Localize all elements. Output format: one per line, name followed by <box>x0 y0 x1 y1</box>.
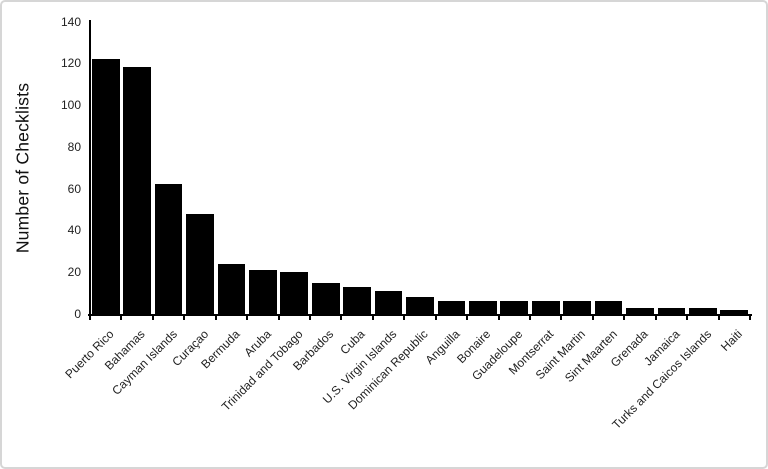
bar <box>91 59 120 314</box>
x-tick <box>403 315 406 320</box>
x-tick <box>371 315 374 320</box>
x-tick <box>529 315 531 320</box>
bar <box>374 291 403 314</box>
bar <box>594 301 623 314</box>
bar <box>343 286 371 314</box>
bar <box>154 184 183 314</box>
x-axis-label: Puerto Rico <box>62 327 117 382</box>
bar <box>217 263 246 314</box>
x-tick <box>560 315 563 320</box>
x-tick <box>749 315 751 320</box>
x-tick <box>654 315 657 320</box>
x-tick <box>434 315 437 320</box>
x-tick <box>591 315 594 320</box>
x-tick <box>246 315 249 320</box>
x-axis-line <box>88 314 752 316</box>
x-axis-label: Haiti <box>718 327 746 354</box>
bar <box>720 309 749 314</box>
x-tick <box>717 315 720 320</box>
bar <box>500 301 529 314</box>
bar <box>437 301 466 314</box>
x-tick <box>183 315 186 320</box>
x-tick <box>151 315 154 320</box>
x-tick <box>686 315 689 320</box>
y-tick-label: 140 <box>60 14 81 29</box>
y-tick-label: 0 <box>74 307 81 321</box>
bar <box>563 301 591 314</box>
y-tick-label: 120 <box>60 56 81 71</box>
y-tick-label: 20 <box>67 265 81 280</box>
y-tick-label: 60 <box>67 181 81 196</box>
x-tick <box>340 315 343 320</box>
y-tick-label: 40 <box>67 223 81 238</box>
y-tick-label: 100 <box>60 98 81 113</box>
x-tick <box>120 315 123 320</box>
bar <box>469 301 497 314</box>
bar <box>531 301 560 314</box>
x-tick <box>277 315 280 320</box>
x-tick <box>89 315 91 320</box>
bar <box>657 307 686 314</box>
x-tick <box>623 315 626 320</box>
y-axis-line <box>89 20 91 315</box>
bar <box>311 282 340 314</box>
x-axis-label: Anguilla <box>422 327 463 368</box>
bar <box>123 67 151 314</box>
x-tick <box>309 315 311 320</box>
bar <box>249 270 277 314</box>
x-tick <box>497 315 500 320</box>
bar <box>406 297 434 314</box>
y-tick-label: 80 <box>67 139 81 154</box>
bar <box>280 272 309 314</box>
x-tick <box>214 315 217 320</box>
x-tick <box>466 315 469 320</box>
bar <box>186 213 214 314</box>
bar <box>626 307 654 314</box>
bar <box>689 307 717 314</box>
